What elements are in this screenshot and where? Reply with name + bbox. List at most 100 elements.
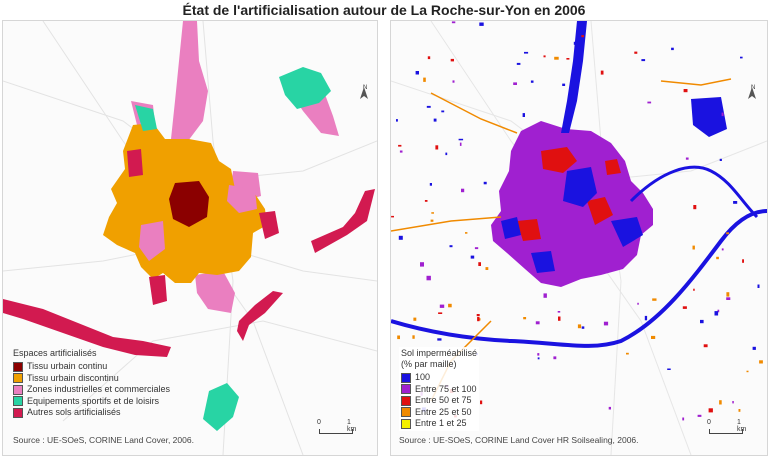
- scatter-patch: [732, 401, 734, 404]
- legend-label: Autres sols artificialisés: [27, 407, 121, 418]
- scatter-patch: [438, 312, 443, 314]
- legend-item: Tissu urbain discontinu: [13, 373, 170, 385]
- north-arrow-icon: N: [745, 85, 759, 105]
- legend-label: Tissu urbain discontinu: [27, 372, 119, 383]
- scatter-patch: [480, 400, 483, 405]
- scatter-patch: [671, 47, 674, 51]
- urban-100: [501, 167, 643, 273]
- scatter-patch: [439, 304, 445, 308]
- scatter-patch: [412, 335, 415, 339]
- scatter-patch: [478, 262, 481, 266]
- scatter-patch: [398, 235, 403, 240]
- scatter-patch: [651, 335, 656, 339]
- legend-item: Equipements sportifs et de loisirs: [13, 396, 170, 408]
- scatter-patch: [448, 303, 452, 308]
- scatter-patch: [426, 105, 431, 108]
- legend-label: Entre 50 et 75: [415, 395, 472, 406]
- legend-title: Espaces artificialisés: [13, 348, 97, 358]
- legend-item: Tissu urbain continu: [13, 361, 170, 373]
- scatter-patch: [682, 417, 685, 421]
- scatter-patch: [530, 80, 534, 83]
- scatter-patch: [626, 352, 629, 355]
- scatter-patch: [719, 400, 722, 405]
- left-map[interactable]: [3, 21, 377, 455]
- scatter-patch: [634, 51, 638, 54]
- east-industrial-blob: [691, 97, 727, 137]
- scatter-patch: [435, 145, 439, 150]
- legend-item: Zones industrielles et commerciales: [13, 384, 170, 396]
- scatter-patch: [535, 321, 540, 325]
- scatter-patch: [752, 346, 756, 350]
- scatter-patch: [641, 59, 646, 62]
- legend-label: Equipements sportifs et de loisirs: [27, 395, 160, 406]
- scale-end-label: 1 km: [347, 419, 357, 433]
- legend-swatch: [13, 407, 23, 418]
- legend-swatch: [401, 395, 411, 406]
- legend-swatch: [401, 384, 411, 395]
- scatter-patch: [513, 82, 517, 85]
- legend-item: 100: [401, 372, 477, 384]
- left-map-legend: Espaces artificialisés Tissu urbain cont…: [13, 348, 170, 419]
- scatter-patch: [554, 56, 559, 60]
- scatter-patch: [719, 158, 722, 161]
- scatter-patch: [441, 110, 445, 113]
- scatter-patch: [415, 71, 419, 75]
- east-curve-road: [629, 165, 759, 219]
- scatter-patch: [608, 406, 611, 410]
- scatter-patch: [399, 150, 403, 153]
- scatter-patch: [714, 311, 719, 316]
- scatter-patch: [581, 35, 584, 38]
- legend-swatch: [13, 373, 23, 384]
- scatter-patch: [742, 259, 744, 263]
- right-map-panel[interactable]: N Sol imperméabilisé (% par maille) 100 …: [390, 20, 768, 456]
- scatter-patch: [459, 142, 462, 146]
- scatter-patch: [479, 22, 484, 26]
- legend-label: Entre 75 et 100: [415, 383, 477, 394]
- scatter-patch: [692, 245, 695, 250]
- scatter-patch: [603, 321, 609, 326]
- scatter-patch: [461, 188, 465, 193]
- scatter-patch: [757, 284, 760, 288]
- north-label: N: [751, 85, 756, 91]
- legend-title-line2: (% par maille): [401, 359, 457, 369]
- scatter-patch: [470, 255, 475, 259]
- scatter-patch: [458, 138, 464, 141]
- scatter-patch: [697, 414, 702, 417]
- scattered-patches: [391, 21, 763, 421]
- continuous-urban-fabric: [169, 181, 209, 227]
- scatter-patch: [708, 408, 713, 413]
- scatter-patch: [433, 118, 437, 122]
- scatter-patch: [537, 357, 540, 360]
- scatter-patch: [721, 112, 724, 117]
- scatter-patch: [759, 360, 763, 364]
- scatter-patch: [637, 302, 639, 305]
- scatter-patch: [451, 21, 456, 24]
- legend-swatch: [13, 384, 23, 395]
- legend-label: Entre 25 et 50: [415, 406, 472, 417]
- scatter-patch: [485, 267, 489, 270]
- right-map-legend: Sol imperméabilisé (% par maille) 100 En…: [399, 347, 480, 431]
- scatter-patch: [437, 338, 442, 341]
- scatter-patch: [581, 326, 585, 329]
- scatter-patch: [700, 319, 704, 324]
- urban-50-75: [517, 147, 621, 241]
- page-title: État de l'artificialisation autour de La…: [182, 2, 586, 18]
- scatter-patch: [557, 311, 561, 313]
- urban-mass-75-100: [491, 121, 653, 287]
- scatter-patch: [483, 181, 487, 185]
- scatter-patch: [398, 144, 402, 147]
- scatter-patch: [683, 89, 688, 93]
- scatter-patch: [391, 215, 394, 218]
- scatter-patch: [476, 314, 480, 317]
- scatter-patch: [396, 119, 398, 122]
- legend-label: Entre 1 et 25: [415, 418, 467, 429]
- scatter-patch: [537, 353, 540, 356]
- scatter-patch: [477, 317, 480, 322]
- scatter-patch: [652, 298, 657, 301]
- north-label: N: [363, 85, 368, 91]
- industrial-patches-inner: [139, 185, 257, 261]
- left-map-panel[interactable]: N Espaces artificialisés Tissu urbain co…: [2, 20, 378, 456]
- scatter-patch: [733, 201, 738, 204]
- right-map[interactable]: [391, 21, 767, 455]
- legend-label: Tissu urbain continu: [27, 361, 108, 372]
